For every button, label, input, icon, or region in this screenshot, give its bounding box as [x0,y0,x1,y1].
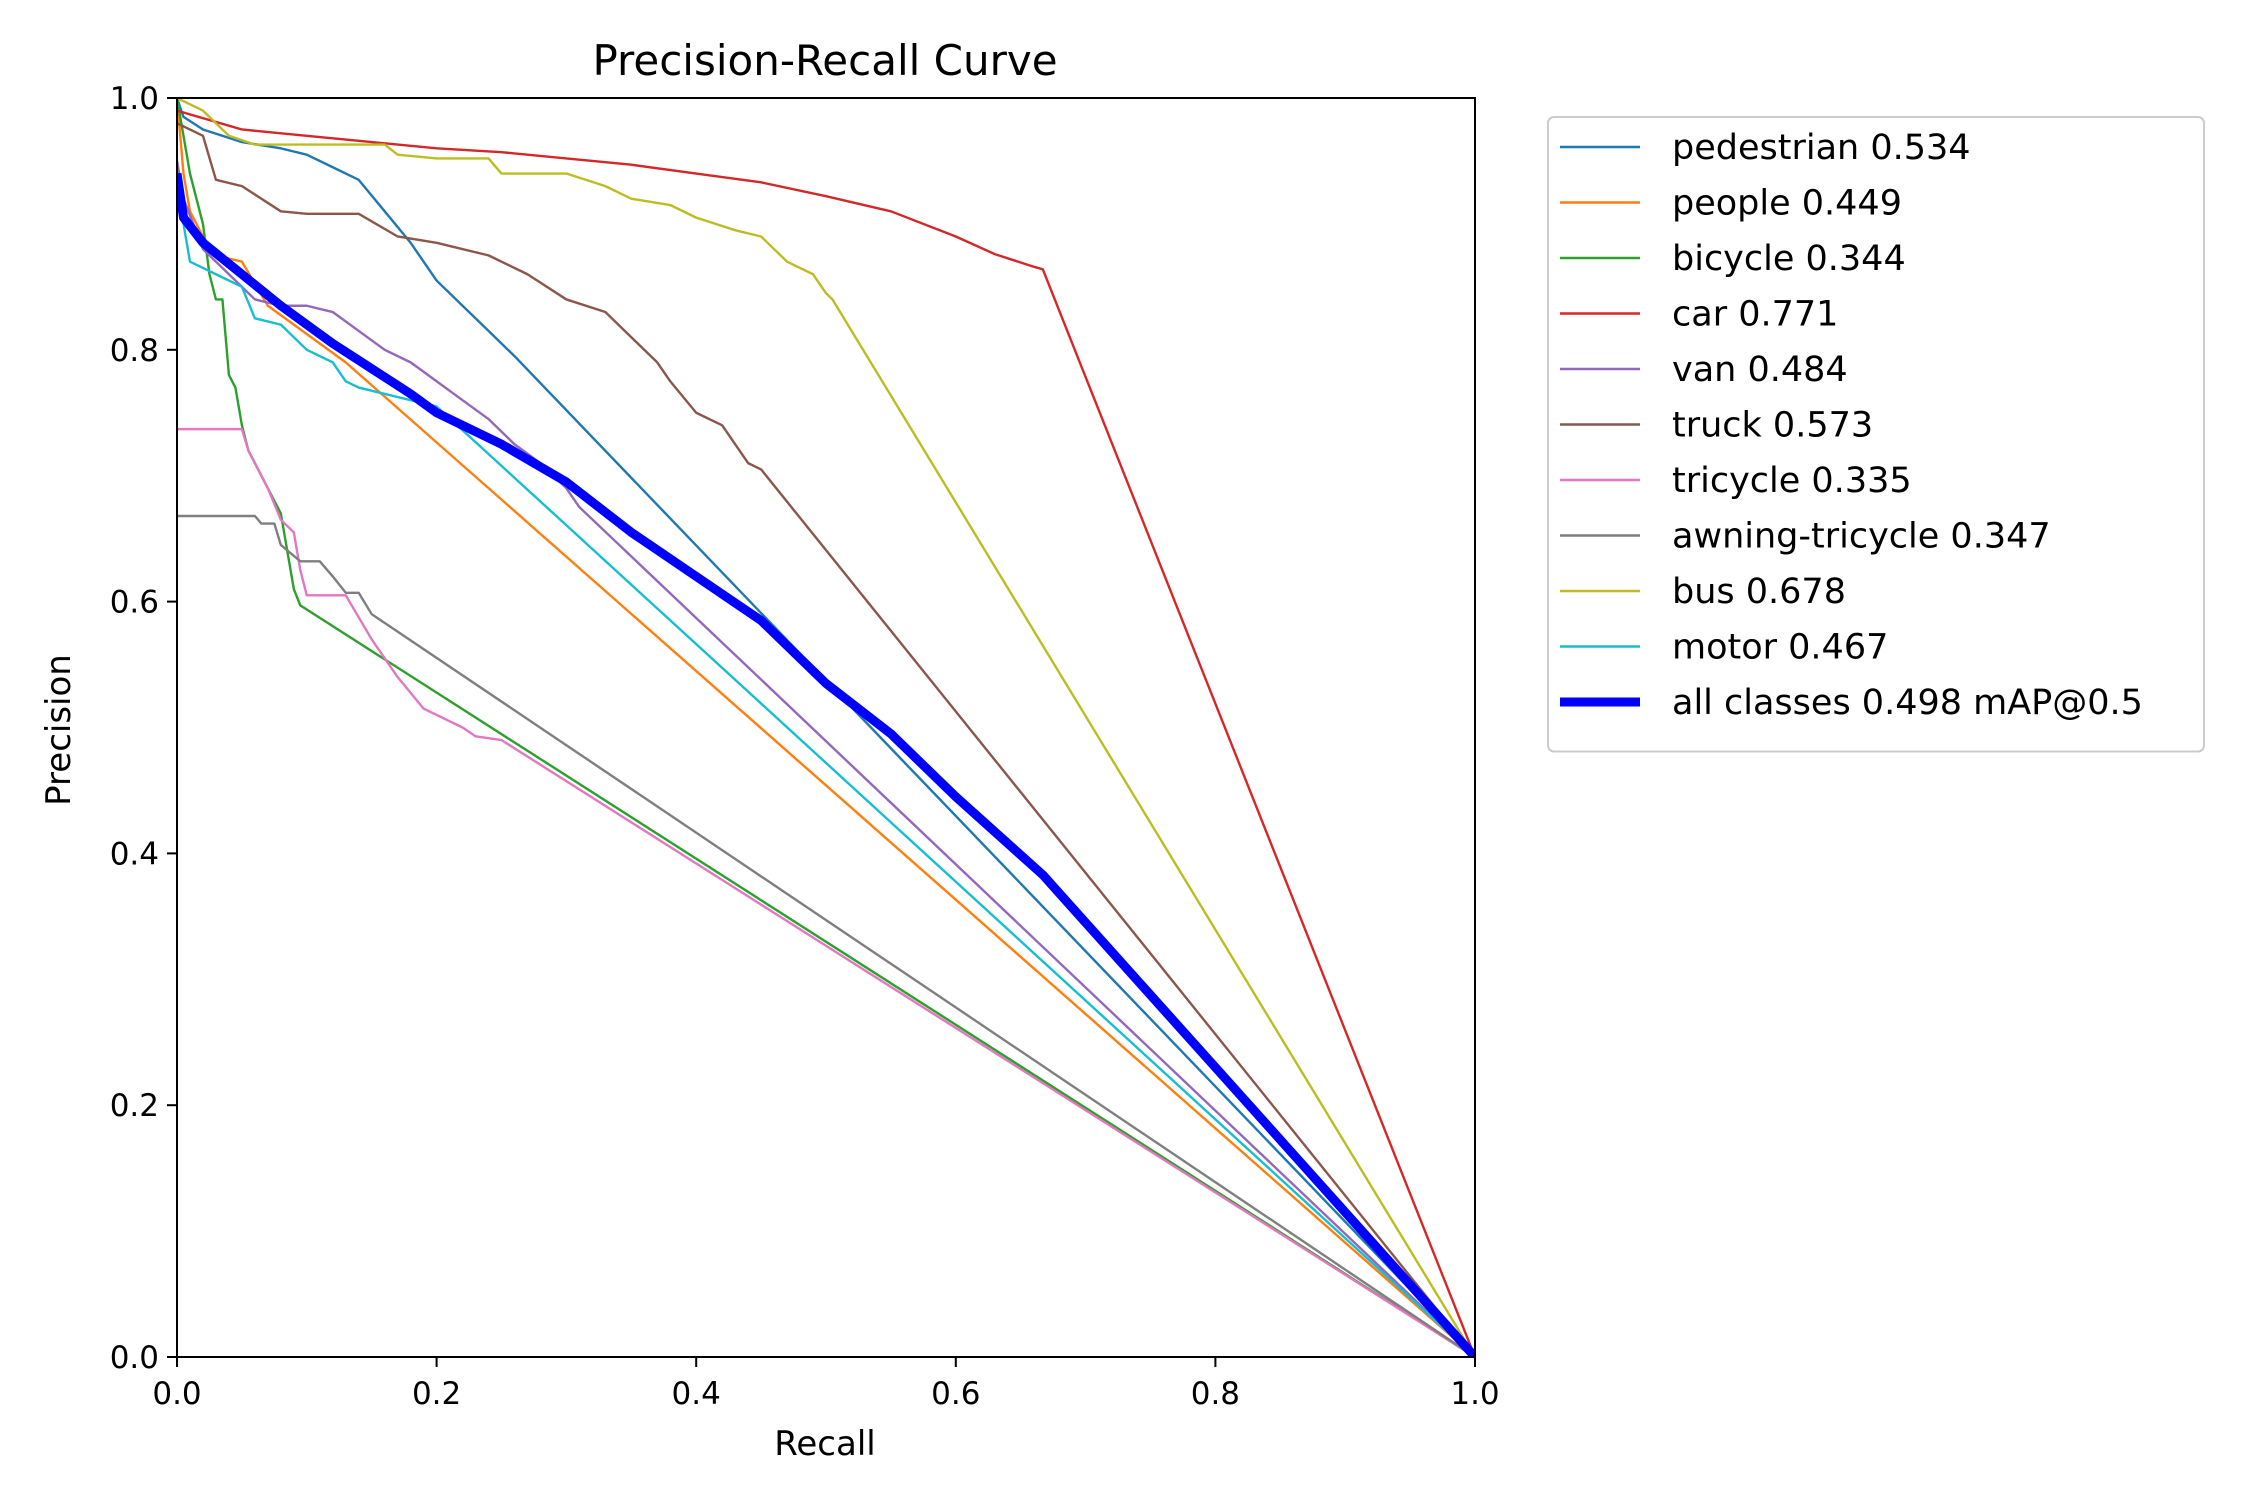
legend-label: tricycle 0.335 [1672,461,1912,501]
legend-item: car 0.771 [1560,295,1838,335]
x-tick-label: 0.6 [931,1376,980,1412]
plot-area [176,97,1476,1358]
series-line-truck [177,122,1475,1357]
series-line-motor [177,185,1475,1357]
x-tick-label: 1.0 [1450,1376,1499,1412]
y-axis-label: Precision [39,654,79,806]
x-tick-label: 0.8 [1191,1376,1240,1412]
legend-item: motor 0.467 [1560,628,1888,668]
legend-item: bus 0.678 [1560,572,1846,612]
series-line-pedestrian [177,98,1475,1357]
legend-item: people 0.449 [1560,184,1902,224]
series-line-bus [177,98,1475,1357]
x-tick-label: 0.0 [152,1376,201,1412]
y-tick-label: 0.4 [110,836,159,872]
legend-item: tricycle 0.335 [1560,461,1912,501]
legend: pedestrian 0.534 people 0.449 bicycle 0.34… [1547,116,2205,753]
y-tick-label: 0.6 [110,585,159,621]
plot-frame [176,97,1476,1358]
legend-label: bus 0.678 [1672,572,1846,612]
legend-label: motor 0.467 [1672,628,1888,668]
y-tick-label: 0.2 [110,1088,159,1124]
y-tick-label: 0.0 [110,1340,159,1376]
series-line-bicycle [177,98,1475,1357]
legend-label: van 0.484 [1672,350,1848,390]
x-tick-label: 0.2 [412,1376,461,1412]
series-line-awning-tricycle [177,514,1475,1357]
x-axis-ticks: 0.0 0.2 0.4 0.6 0.8 1.0 [152,1357,1500,1412]
legend-item: truck 0.573 [1560,406,1873,446]
series-line-people [177,98,1475,1357]
y-tick-label: 0.8 [110,333,159,369]
series-line-all-classes [177,172,1475,1357]
series-lines [177,98,1475,1357]
series-line-tricycle [177,427,1475,1357]
legend-item: all classes 0.498 mAP@0.5 [1560,683,2143,723]
legend-label: car 0.771 [1672,295,1838,335]
legend-label: truck 0.573 [1672,406,1873,446]
legend-label: people 0.449 [1672,184,1902,224]
chart-title: Precision-Recall Curve [592,36,1057,85]
legend-frame [1547,116,2205,753]
y-tick-label: 1.0 [110,81,159,117]
legend-item: pedestrian 0.534 [1560,128,1971,168]
series-line-car [177,109,1475,1357]
x-axis-label: Recall [774,1424,875,1464]
y-axis-ticks: 0.0 0.2 0.4 0.6 0.8 1.0 [110,81,177,1376]
legend-item: awning-tricycle 0.347 [1560,517,2051,557]
legend-label: pedestrian 0.534 [1672,128,1971,168]
legend-label: bicycle 0.344 [1672,239,1906,279]
x-tick-label: 0.4 [672,1376,721,1412]
legend-label: all classes 0.498 mAP@0.5 [1672,683,2143,723]
legend-label: awning-tricycle 0.347 [1672,517,2051,557]
legend-item: bicycle 0.344 [1560,239,1906,279]
legend-item: van 0.484 [1560,350,1848,390]
